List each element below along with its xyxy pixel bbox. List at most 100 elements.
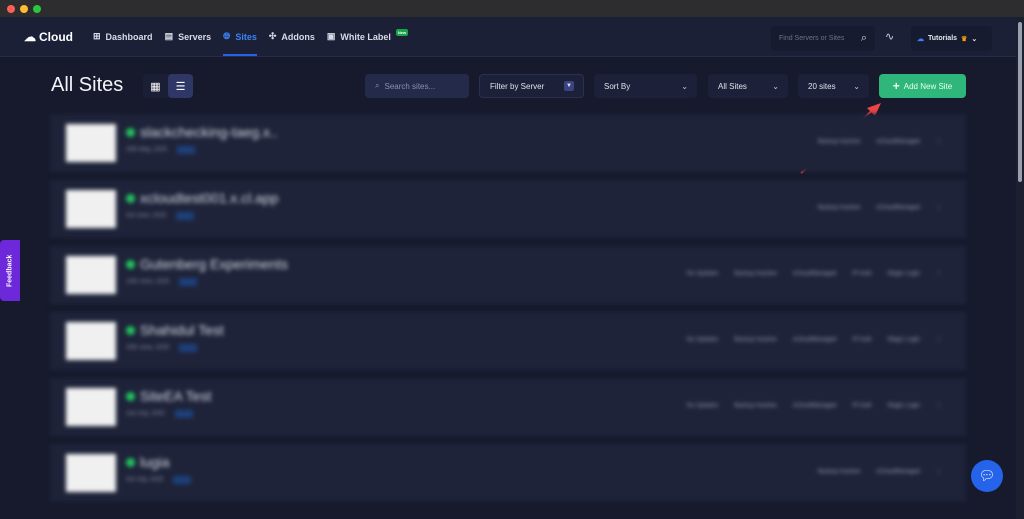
more-icon[interactable]: ⋮ bbox=[936, 469, 942, 475]
chat-icon: 💬︎ bbox=[978, 468, 996, 483]
site-info: Backup Inactive xCloudManaged ⋮ bbox=[818, 468, 942, 476]
site-name[interactable]: slackchecking-taeg.x.. bbox=[140, 124, 278, 140]
list-view-button[interactable]: ☰ bbox=[168, 74, 193, 98]
site-meta: 20th May, 2025 bbox=[126, 146, 195, 154]
minimize-window-button[interactable] bbox=[20, 4, 28, 13]
site-info: No Updates Backup Inactive xCloudManaged IP… bbox=[686, 270, 942, 278]
maximize-window-button[interactable] bbox=[33, 4, 41, 13]
scope-select[interactable]: All Sites ⌄ bbox=[708, 74, 788, 98]
chat-button[interactable]: 💬︎ bbox=[971, 460, 1003, 492]
more-icon[interactable]: ⋮ bbox=[936, 139, 942, 145]
site-name[interactable]: Shahidul Test bbox=[140, 322, 224, 338]
site-info: Backup Inactive xCloudManaged ⋮ bbox=[818, 138, 942, 146]
site-name[interactable]: Gutenberg Experiments bbox=[140, 256, 288, 272]
site-info-item: Backup Inactive bbox=[734, 336, 777, 343]
account-name: Tutorials bbox=[928, 35, 958, 42]
site-name-text: lugia bbox=[140, 454, 170, 470]
per-page-select[interactable]: 20 sites ⌄ bbox=[798, 74, 869, 98]
close-window-button[interactable] bbox=[7, 4, 15, 13]
feedback-tab[interactable]: Feedback bbox=[0, 240, 20, 301]
sort-label: Sort By bbox=[604, 81, 631, 91]
site-info-item: No Updates bbox=[686, 270, 719, 277]
site-info-item: xCloudManaged bbox=[792, 270, 837, 277]
site-info-item: Magic Login bbox=[887, 402, 920, 409]
site-info-item: IP Auth bbox=[852, 336, 872, 343]
nav-dashboard[interactable]: ⊞ Dashboard bbox=[93, 17, 153, 56]
site-tag bbox=[179, 278, 198, 286]
site-info-item: No Updates bbox=[686, 336, 719, 343]
white-label-icon: ▣ bbox=[326, 31, 336, 41]
search-placeholder: Search sites... bbox=[384, 81, 436, 91]
caret-down-icon: ▼ bbox=[564, 81, 574, 91]
logo[interactable]: ☁ Cloud bbox=[24, 30, 73, 44]
more-icon[interactable]: ⋮ bbox=[936, 205, 942, 211]
site-tag bbox=[176, 146, 195, 154]
crown-icon: ♛ bbox=[961, 35, 968, 43]
status-dot bbox=[126, 392, 135, 401]
site-row[interactable]: xcloudtest001.x.cl.app 3rd June, 2025 Ba… bbox=[50, 180, 966, 238]
feedback-label: Feedback bbox=[6, 254, 14, 287]
nav-label: White Label bbox=[340, 31, 391, 42]
more-icon[interactable]: ⋮ bbox=[936, 337, 942, 343]
nav-label: Servers bbox=[178, 31, 212, 42]
top-nav: ☁ Cloud ⊞ Dashboard ▤ Servers 🌐︎ Sites ✣ Addo… bbox=[0, 17, 1016, 57]
page-title: All Sites bbox=[51, 74, 124, 96]
global-search-input[interactable]: Find Servers or Sites ⌕ bbox=[771, 26, 875, 51]
window-titlebar bbox=[0, 0, 1024, 17]
more-icon[interactable]: ⋮ bbox=[936, 271, 942, 277]
nav-addons[interactable]: ✣ Addons bbox=[269, 17, 315, 56]
site-search-input[interactable]: ⌕ Search sites... bbox=[365, 74, 469, 98]
site-row[interactable]: lugia 3rd July, 2025 Backup Inactive xClo… bbox=[50, 444, 966, 502]
account-menu[interactable]: ☁ Tutorials ♛ ⌄ bbox=[911, 26, 992, 51]
new-badge: New bbox=[395, 29, 409, 36]
sort-by-select[interactable]: Sort By ⌄ bbox=[594, 74, 697, 98]
grid-view-button[interactable]: ▦ bbox=[150, 80, 161, 93]
status-dot bbox=[126, 260, 135, 269]
plus-icon: + bbox=[892, 79, 900, 93]
site-info-item: Magic Login bbox=[887, 270, 920, 277]
nav-servers[interactable]: ▤ Servers bbox=[165, 17, 212, 56]
search-icon: ⌕ bbox=[860, 32, 867, 44]
dashboard-icon: ⊞ bbox=[93, 31, 101, 41]
site-info-item: IP Auth bbox=[852, 270, 872, 277]
filter-by-server-select[interactable]: Filter by Server ▼ bbox=[479, 74, 584, 98]
site-name-text: Gutenberg Experiments bbox=[140, 256, 288, 272]
site-name[interactable]: SiteEA Test bbox=[140, 388, 211, 404]
site-thumbnail bbox=[66, 454, 116, 492]
nav-white-label[interactable]: ▣ White Label New bbox=[326, 17, 409, 56]
site-row[interactable]: slackchecking-taeg.x.. 20th May, 2025 Ba… bbox=[50, 114, 966, 172]
site-name-text: SiteEA Test bbox=[140, 388, 212, 404]
site-name-text: xcloudtest001.x.cl.app bbox=[140, 190, 279, 206]
site-info-item: xCloudManaged bbox=[876, 138, 920, 145]
site-row[interactable]: Gutenberg Experiments 10th June, 2025 No… bbox=[50, 246, 966, 304]
site-info: Backup Inactive xCloudManaged ⋮ bbox=[818, 204, 942, 212]
site-info-item: xCloudManaged bbox=[792, 402, 837, 409]
activity-icon[interactable]: ∿ bbox=[885, 31, 895, 43]
chevron-down-icon: ⌄ bbox=[681, 81, 688, 91]
add-label: Add New Site bbox=[903, 81, 953, 91]
site-meta: 3rd June, 2025 bbox=[126, 212, 195, 220]
site-row[interactable]: SiteEA Test 2nd July, 2025 No Updates Bac… bbox=[50, 378, 966, 436]
view-toggle: ▦ ☰ bbox=[143, 74, 193, 98]
puzzle-icon: ✣ bbox=[268, 31, 277, 41]
site-date: 3rd June, 2025 bbox=[126, 213, 167, 219]
chevron-down-icon: ⌄ bbox=[772, 81, 779, 91]
site-date: 2nd July, 2025 bbox=[126, 411, 165, 417]
scrollbar-thumb[interactable] bbox=[1018, 22, 1022, 182]
site-tag bbox=[173, 476, 192, 484]
site-row[interactable]: Shahidul Test 20th June, 2025 No Updates… bbox=[50, 312, 966, 370]
more-icon[interactable]: ⋮ bbox=[936, 403, 942, 409]
site-name[interactable]: xcloudtest001.x.cl.app bbox=[140, 190, 279, 206]
add-new-site-button[interactable]: + Add New Site bbox=[879, 74, 966, 98]
filter-label: Filter by Server bbox=[490, 81, 545, 91]
site-meta: 10th June, 2025 bbox=[126, 278, 198, 286]
nav-sites[interactable]: 🌐︎ Sites bbox=[223, 17, 257, 56]
site-tag bbox=[179, 344, 198, 352]
site-list: slackchecking-taeg.x.. 20th May, 2025 Ba… bbox=[50, 114, 966, 510]
site-date: 10th June, 2025 bbox=[126, 279, 170, 285]
scrollbar[interactable] bbox=[1016, 17, 1024, 519]
nav-label: Sites bbox=[235, 31, 257, 42]
site-name[interactable]: lugia bbox=[140, 454, 170, 470]
site-meta: 20th June, 2025 bbox=[126, 344, 198, 352]
per-page-label: 20 sites bbox=[808, 81, 836, 91]
